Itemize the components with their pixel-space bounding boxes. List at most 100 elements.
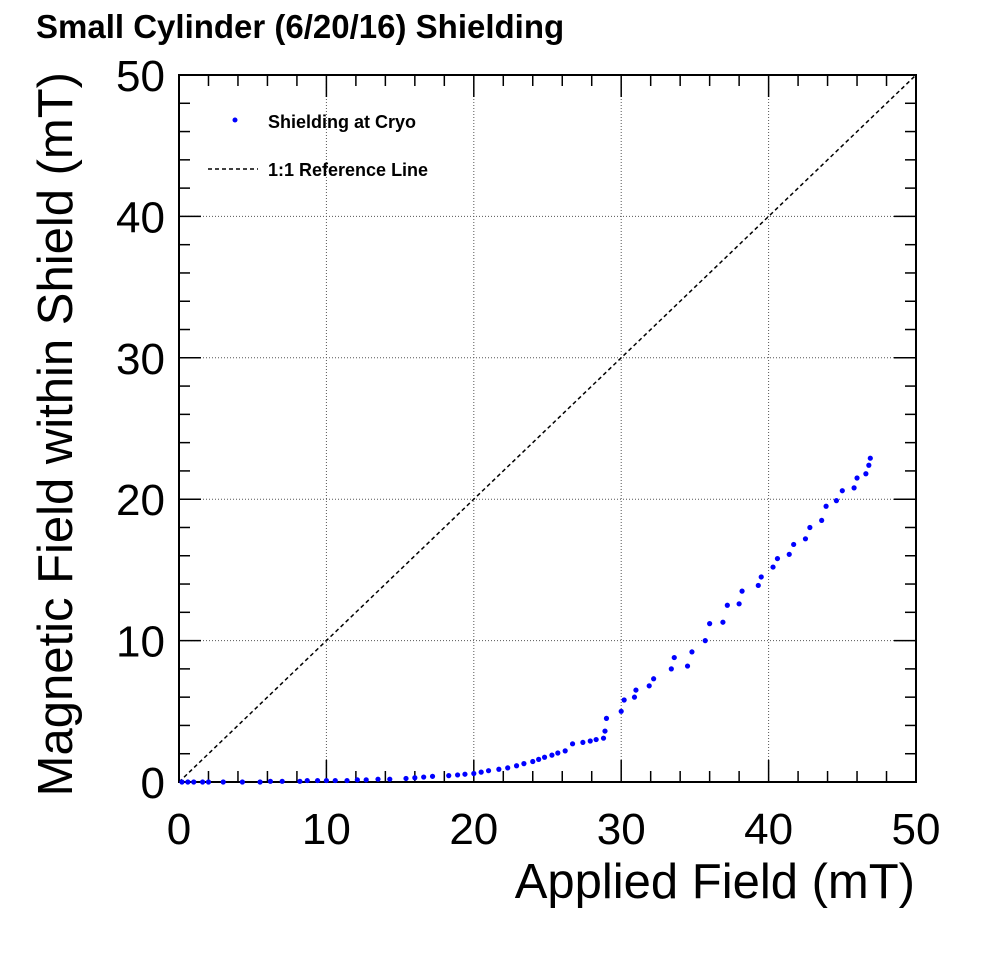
data-points bbox=[179, 455, 873, 785]
data-point bbox=[854, 475, 860, 481]
y-tick-label: 20 bbox=[116, 476, 165, 525]
data-point bbox=[724, 602, 730, 608]
data-point bbox=[755, 582, 761, 589]
chart-title: Small Cylinder (6/20/16) Shielding bbox=[36, 8, 565, 45]
data-point bbox=[541, 754, 548, 760]
data-point bbox=[220, 779, 226, 785]
data-point bbox=[707, 621, 713, 627]
grid bbox=[179, 75, 916, 782]
data-point bbox=[185, 779, 191, 785]
x-tick-label: 20 bbox=[449, 805, 498, 854]
data-point bbox=[863, 471, 869, 477]
data-point bbox=[505, 765, 511, 771]
data-point bbox=[689, 649, 695, 655]
data-point bbox=[646, 683, 652, 689]
data-point bbox=[580, 739, 586, 746]
data-point bbox=[668, 666, 674, 672]
data-point bbox=[774, 555, 781, 562]
y-tick-label: 50 bbox=[116, 52, 165, 101]
data-point bbox=[736, 601, 742, 607]
data-point bbox=[807, 524, 813, 531]
data-point bbox=[823, 503, 829, 509]
data-point bbox=[600, 735, 607, 741]
y-tick-label: 30 bbox=[116, 335, 165, 384]
data-point bbox=[739, 588, 745, 594]
title-box bbox=[22, 4, 660, 54]
data-point bbox=[412, 775, 418, 781]
data-point bbox=[239, 779, 245, 785]
data-point bbox=[621, 697, 627, 703]
data-point bbox=[866, 462, 872, 468]
data-point bbox=[314, 777, 321, 784]
data-point bbox=[603, 715, 610, 721]
data-point bbox=[867, 455, 873, 461]
data-point bbox=[446, 773, 452, 779]
data-point bbox=[758, 574, 764, 580]
data-point bbox=[323, 777, 329, 784]
data-point bbox=[462, 771, 468, 777]
plot-frame bbox=[178, 74, 917, 783]
data-point bbox=[478, 769, 484, 775]
data-point bbox=[257, 779, 263, 785]
data-point bbox=[344, 777, 350, 784]
data-point bbox=[802, 536, 809, 542]
y-tick-label: 0 bbox=[141, 759, 165, 808]
y-tick-label: 10 bbox=[116, 618, 165, 667]
x-tick-label: 10 bbox=[302, 805, 351, 854]
data-point bbox=[536, 756, 542, 762]
x-tick-label: 50 bbox=[892, 805, 941, 854]
data-point bbox=[633, 687, 639, 693]
legend: Shielding at Cryo 1:1 Reference Line bbox=[208, 112, 428, 180]
data-point bbox=[267, 778, 273, 784]
data-point bbox=[485, 768, 492, 774]
legend-marker-shielding bbox=[232, 117, 238, 123]
data-point bbox=[471, 770, 477, 777]
data-point bbox=[513, 763, 520, 769]
data-point bbox=[791, 541, 797, 548]
legend-label-reference: 1:1 Reference Line bbox=[268, 160, 428, 180]
data-point bbox=[562, 748, 568, 754]
data-point bbox=[602, 728, 608, 734]
y-tick-label: 40 bbox=[116, 193, 165, 242]
data-point bbox=[521, 761, 527, 767]
legend-label-shielding: Shielding at Cryo bbox=[268, 112, 416, 132]
x-tick-label: 40 bbox=[744, 805, 793, 854]
data-point bbox=[354, 777, 360, 783]
x-axis-label: Applied Field (mT) bbox=[515, 855, 915, 909]
data-point bbox=[671, 654, 677, 661]
data-point bbox=[530, 758, 536, 765]
x-tick-labels: 0 10 20 30 40 50 bbox=[167, 805, 941, 854]
data-point bbox=[454, 772, 461, 778]
x-tick-label: 30 bbox=[597, 805, 646, 854]
data-point bbox=[205, 779, 212, 785]
data-point bbox=[363, 777, 369, 783]
data-point bbox=[618, 708, 624, 714]
data-point bbox=[819, 517, 825, 524]
reference-line bbox=[178, 74, 917, 783]
data-point bbox=[496, 766, 502, 772]
data-point bbox=[720, 619, 726, 625]
data-point bbox=[684, 663, 691, 669]
data-point bbox=[403, 775, 409, 782]
data-point bbox=[429, 773, 436, 779]
data-point bbox=[702, 638, 708, 644]
data-point bbox=[651, 676, 657, 682]
data-point bbox=[839, 488, 845, 494]
reference-line-layer bbox=[178, 74, 917, 783]
data-point bbox=[770, 564, 776, 570]
data-point bbox=[191, 779, 197, 785]
data-point bbox=[279, 778, 285, 784]
data-point bbox=[375, 776, 381, 782]
data-point bbox=[179, 779, 185, 785]
data-point bbox=[332, 777, 338, 784]
data-point bbox=[593, 736, 599, 743]
data-point bbox=[387, 776, 393, 782]
y-tick-labels: 0 10 20 30 40 50 bbox=[116, 52, 165, 808]
data-point bbox=[833, 498, 840, 504]
data-point bbox=[297, 778, 303, 784]
data-point bbox=[587, 738, 593, 744]
data-point bbox=[199, 779, 206, 785]
data-point bbox=[304, 777, 310, 784]
x-tick-label: 0 bbox=[167, 805, 191, 854]
